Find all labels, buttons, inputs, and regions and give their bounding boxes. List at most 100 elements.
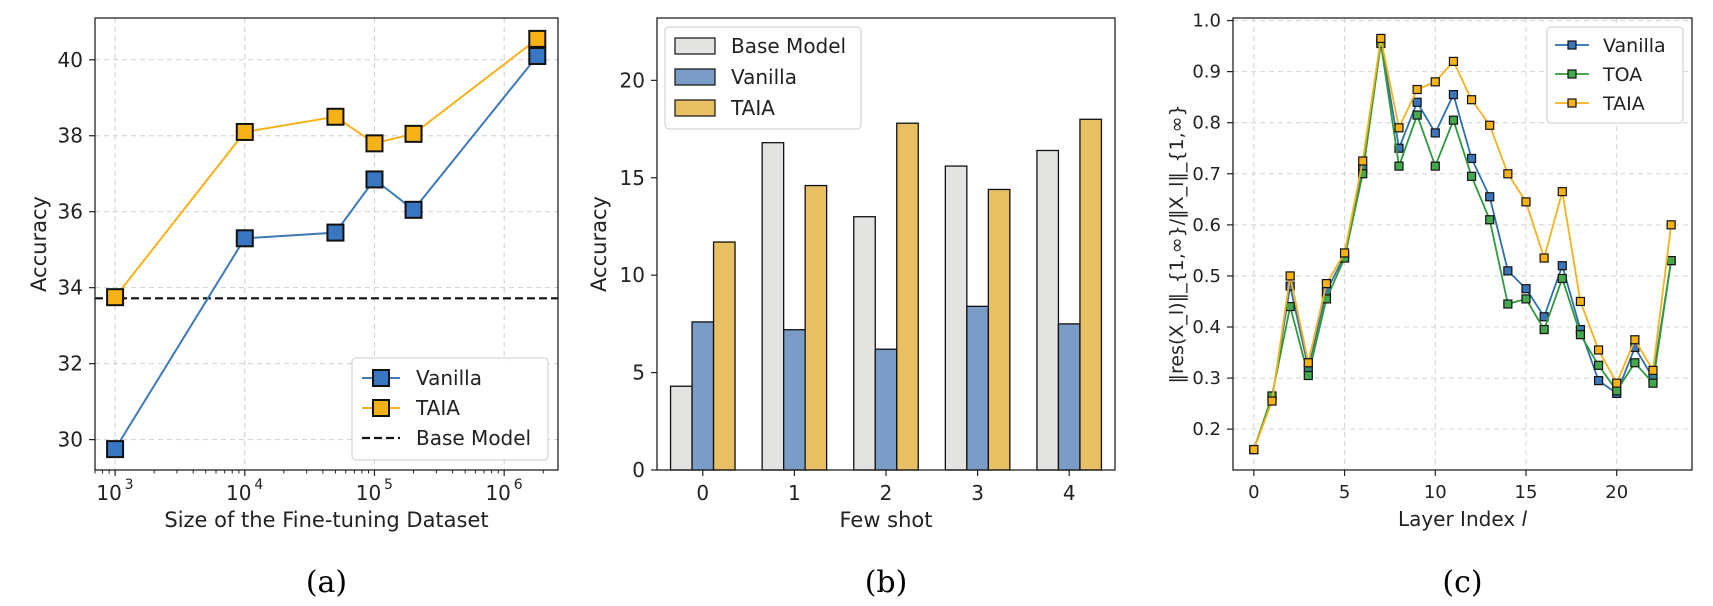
data-point-taia — [1648, 365, 1658, 376]
data-point-toa — [1412, 110, 1422, 120]
y-tick-label: 32 — [58, 352, 83, 376]
bar-taia — [712, 241, 736, 471]
data-point-taia — [1593, 345, 1604, 355]
y-tick-label: 0.3 — [1192, 368, 1221, 389]
data-point-taia — [1430, 77, 1440, 87]
x-tick-label: 2 — [880, 481, 893, 505]
x-tick-label: 10 — [356, 481, 381, 505]
y-tick-label: 0.2 — [1192, 419, 1221, 440]
data-point-toa — [1448, 115, 1459, 125]
y-tick-label: 0.8 — [1192, 113, 1221, 134]
legend-swatch-marker — [1567, 69, 1577, 79]
x-tick-label: 15 — [1515, 482, 1538, 503]
data-point-taia — [1575, 296, 1586, 307]
x-tick-label: 3 — [971, 481, 984, 505]
data-point-taia — [1521, 197, 1531, 207]
data-point-taia — [106, 288, 125, 307]
x-tick-label: 5 — [1339, 482, 1350, 503]
legend-label: Vanilla — [1603, 35, 1666, 57]
legend-label: TAIA — [415, 396, 460, 420]
y-tick-label: 40 — [58, 48, 83, 72]
data-point-taia — [1448, 56, 1459, 67]
data-point-taia — [1412, 84, 1422, 95]
data-point-taia — [1303, 358, 1313, 368]
data-point-taia — [326, 107, 345, 126]
x-tick-label: 4 — [1063, 481, 1076, 505]
data-point-vanilla — [1430, 128, 1440, 138]
series-line-taia — [1253, 38, 1673, 450]
legend-swatch-marker — [372, 369, 390, 387]
x-tick-exponent: 3 — [125, 477, 134, 493]
y-axis-label: Accuracy — [27, 196, 51, 292]
data-point-toa — [1521, 294, 1531, 304]
bar-base-model — [1036, 149, 1060, 471]
y-tick-label: 0.5 — [1192, 266, 1221, 287]
data-point-vanilla — [404, 200, 423, 219]
data-point-toa — [1303, 370, 1313, 381]
y-tick-label: 15 — [620, 166, 645, 190]
data-point-toa — [1557, 273, 1567, 284]
bar-taia — [1079, 118, 1103, 471]
bar-base-model — [761, 142, 785, 471]
data-point-toa — [1430, 161, 1440, 171]
legend-swatch — [674, 37, 716, 55]
data-point-toa — [1539, 324, 1549, 335]
y-axis-label: ‖res(X_l)‖_{1,∞}/‖X_l‖_{1,∞} — [1166, 104, 1188, 383]
x-axis-label-text: Layer Index — [1398, 507, 1522, 531]
y-tick-label: 5 — [632, 361, 645, 385]
bar-taia — [896, 122, 919, 471]
series-line-taia — [114, 38, 538, 298]
legend-label: TOA — [1602, 64, 1642, 86]
x-tick-label: 10 — [226, 481, 251, 505]
data-point-vanilla — [1485, 192, 1495, 202]
data-point-taia — [1285, 271, 1295, 281]
data-point-taia — [365, 134, 384, 153]
data-point-taia — [1466, 95, 1477, 105]
legend-box — [1546, 26, 1684, 124]
y-tick-label: 36 — [58, 200, 83, 224]
data-point-toa — [1630, 358, 1640, 368]
bar-vanilla — [966, 305, 989, 471]
y-axis-label: Accuracy — [587, 196, 611, 292]
x-tick-label: 1 — [788, 481, 801, 505]
data-point-taia — [1339, 248, 1350, 258]
x-tick-label: 0 — [696, 481, 709, 505]
caption: (c) — [1442, 565, 1482, 600]
data-point-taia — [1249, 444, 1259, 455]
bar-vanilla — [874, 348, 898, 471]
data-point-taia — [235, 122, 254, 141]
x-tick-label: 10 — [96, 481, 121, 505]
data-point-taia — [1539, 253, 1549, 263]
data-point-vanilla — [528, 46, 547, 65]
plot-frame — [1232, 17, 1693, 471]
x-tick-label: 10 — [1424, 482, 1447, 503]
y-tick-label: 30 — [58, 428, 83, 452]
data-point-toa — [1612, 386, 1622, 396]
legend-swatch — [674, 68, 716, 86]
data-point-taia — [1358, 156, 1368, 166]
data-point-vanilla — [1503, 266, 1513, 276]
data-point-vanilla — [365, 170, 384, 189]
legend-label: Base Model — [731, 34, 846, 58]
y-tick-label: 20 — [620, 68, 645, 92]
data-point-toa — [1485, 215, 1495, 225]
plot-frame — [656, 17, 1116, 471]
x-tick-label: 20 — [1605, 482, 1628, 503]
data-point-taia — [1485, 120, 1495, 130]
legend-swatch-marker — [1567, 98, 1577, 108]
y-tick-label: 0.9 — [1192, 62, 1221, 83]
data-point-vanilla — [1557, 261, 1567, 271]
data-point-toa — [1503, 299, 1513, 309]
data-point-toa — [1358, 169, 1368, 179]
legend-box — [351, 357, 549, 461]
bar-taia — [804, 184, 828, 471]
y-tick-label: 10 — [620, 263, 645, 287]
legend-label: Vanilla — [731, 65, 797, 89]
data-point-vanilla — [106, 440, 125, 459]
x-tick-label: 0 — [1248, 482, 1259, 503]
legend-label: Base Model — [416, 426, 531, 450]
data-point-toa — [1648, 378, 1658, 388]
bar-vanilla — [691, 321, 715, 471]
x-tick-exponent: 5 — [384, 477, 393, 493]
